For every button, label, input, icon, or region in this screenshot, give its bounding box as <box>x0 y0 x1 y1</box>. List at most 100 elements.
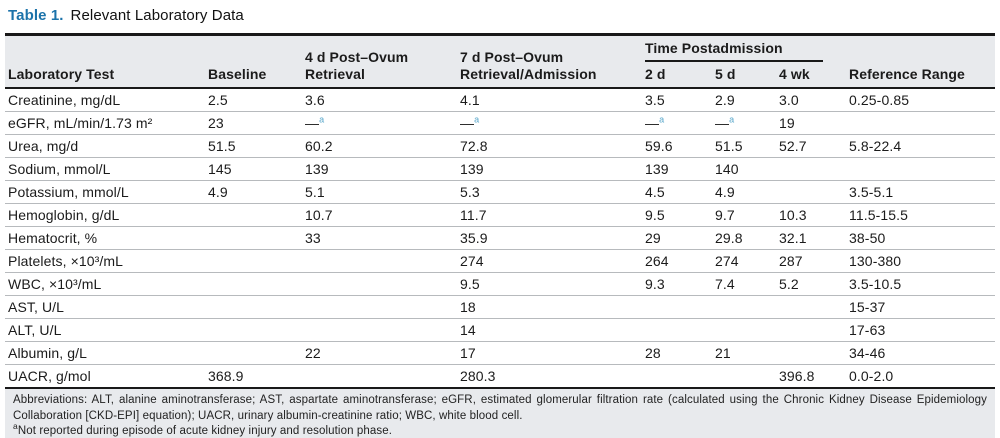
cell: 51.5 <box>715 134 779 158</box>
cell: 0.0-2.0 <box>849 364 996 389</box>
cell: 51.5 <box>208 134 305 158</box>
cell: 9.3 <box>645 272 715 296</box>
cell: 287 <box>779 249 850 273</box>
cell: 130-380 <box>849 249 996 273</box>
row-label: Platelets, ×10³/mL <box>5 249 208 273</box>
cell <box>305 249 460 273</box>
cell: 274 <box>460 249 645 273</box>
cell: 35.9 <box>460 226 645 250</box>
abbreviations-note: Abbreviations: ALT, alanine aminotransfe… <box>13 394 987 422</box>
cell: 17 <box>460 341 645 365</box>
cell: 4.9 <box>208 180 305 204</box>
row-label: UACR, g/mol <box>5 364 208 389</box>
cell: 22 <box>305 341 460 365</box>
cell: 7.4 <box>715 272 779 296</box>
cell <box>208 226 305 250</box>
cell <box>715 364 779 389</box>
cell: —a <box>460 111 645 135</box>
cell <box>305 318 460 342</box>
col-header-7d-post-ovum-retrieval-admission: 7 d Post–Ovum Retrieval/Admission <box>460 34 645 89</box>
cell: 5.1 <box>305 180 460 204</box>
cell: 18 <box>460 295 645 319</box>
header-row-top: Laboratory Test Baseline 4 d Post–Ovum R… <box>5 34 996 89</box>
cell: 19 <box>779 111 850 135</box>
table-row: eGFR, mL/min/1.73 m² 23 —a —a —a —a 19 <box>5 111 996 135</box>
footnote-a-text: Not reported during episode of acute kid… <box>17 425 392 437</box>
cell: 5.3 <box>460 180 645 204</box>
cell <box>208 272 305 296</box>
cell: 28 <box>645 341 715 365</box>
col-header-laboratory-test: Laboratory Test <box>5 34 208 89</box>
cell: 140 <box>715 157 779 181</box>
cell: 145 <box>208 157 305 181</box>
row-label: AST, U/L <box>5 295 208 319</box>
cell: 17-63 <box>849 318 996 342</box>
cell: 72.8 <box>460 134 645 158</box>
col-header-5d: 5 d <box>715 66 779 89</box>
row-label: Potassium, mmol/L <box>5 180 208 204</box>
cell <box>645 364 715 389</box>
cell <box>208 203 305 227</box>
cell: 396.8 <box>779 364 850 389</box>
cell: —a <box>305 111 460 135</box>
table-header: Laboratory Test Baseline 4 d Post–Ovum R… <box>5 34 996 89</box>
row-label: Creatinine, mg/dL <box>5 88 208 112</box>
cell: 139 <box>645 157 715 181</box>
cell: 368.9 <box>208 364 305 389</box>
cell: 280.3 <box>460 364 645 389</box>
not-reported-marker: a <box>729 114 735 125</box>
cell: 38-50 <box>849 226 996 250</box>
cell: 34-46 <box>849 341 996 365</box>
col-header-2d: 2 d <box>645 66 715 89</box>
cell: 3.6 <box>305 88 460 112</box>
table-row: Sodium, mmol/L 145 139 139 139 140 <box>5 157 996 181</box>
not-reported-marker: a <box>659 114 665 125</box>
cell <box>715 318 779 342</box>
table-title-label: Table 1. <box>8 7 64 24</box>
cell: 3.0 <box>779 88 850 112</box>
row-label: Albumin, g/L <box>5 341 208 365</box>
cell <box>305 364 460 389</box>
cell: 3.5-5.1 <box>849 180 996 204</box>
cell: 11.7 <box>460 203 645 227</box>
cell <box>208 295 305 319</box>
cell <box>305 295 460 319</box>
header-row-sub: 2 d 5 d 4 wk <box>5 66 995 89</box>
table-row: UACR, g/mol 368.9 280.3 396.8 0.0-2.0 <box>5 364 996 389</box>
cell: 29.8 <box>715 226 779 250</box>
cell <box>715 295 779 319</box>
cell: 5.2 <box>779 272 850 296</box>
cell <box>779 180 850 204</box>
row-label: Sodium, mmol/L <box>5 157 208 181</box>
cell <box>208 341 305 365</box>
cell: 10.7 <box>305 203 460 227</box>
cell: 29 <box>645 226 715 250</box>
table-row: Potassium, mmol/L 4.9 5.1 5.3 4.5 4.9 3.5-5.1 <box>5 180 996 204</box>
table-row: Urea, mg/d 51.5 60.2 72.8 59.6 51.5 52.7 5.8-22… <box>5 134 996 158</box>
cell: 11.5-15.5 <box>849 203 996 227</box>
cell <box>208 318 305 342</box>
cell: 139 <box>460 157 645 181</box>
cell: 15-37 <box>849 295 996 319</box>
table-row: Platelets, ×10³/mL 274 264 274 287 130-380 <box>5 249 996 273</box>
cell: 59.6 <box>645 134 715 158</box>
cell <box>645 318 715 342</box>
table-title-text: Relevant Laboratory Data <box>70 7 244 24</box>
row-label: Hemoglobin, g/dL <box>5 203 208 227</box>
cell: 10.3 <box>779 203 850 227</box>
cell: —a <box>715 111 779 135</box>
cell <box>305 272 460 296</box>
table-row: Hematocrit, % 33 35.9 29 29.8 32.1 38-50 <box>5 226 996 250</box>
cell: 32.1 <box>779 226 850 250</box>
cell: 52.7 <box>779 134 850 158</box>
cell: 60.2 <box>305 134 460 158</box>
lab-data-table: Laboratory Test Baseline 4 d Post–Ovum R… <box>5 33 996 389</box>
row-label: ALT, U/L <box>5 318 208 342</box>
cell: 4.9 <box>715 180 779 204</box>
cell: 3.5-10.5 <box>849 272 996 296</box>
cell: 264 <box>645 249 715 273</box>
row-label: Urea, mg/d <box>5 134 208 158</box>
col-header-4d-post-ovum-retrieval: 4 d Post–Ovum Retrieval <box>305 34 460 89</box>
cell: 9.5 <box>645 203 715 227</box>
cell: 4.1 <box>460 88 645 112</box>
